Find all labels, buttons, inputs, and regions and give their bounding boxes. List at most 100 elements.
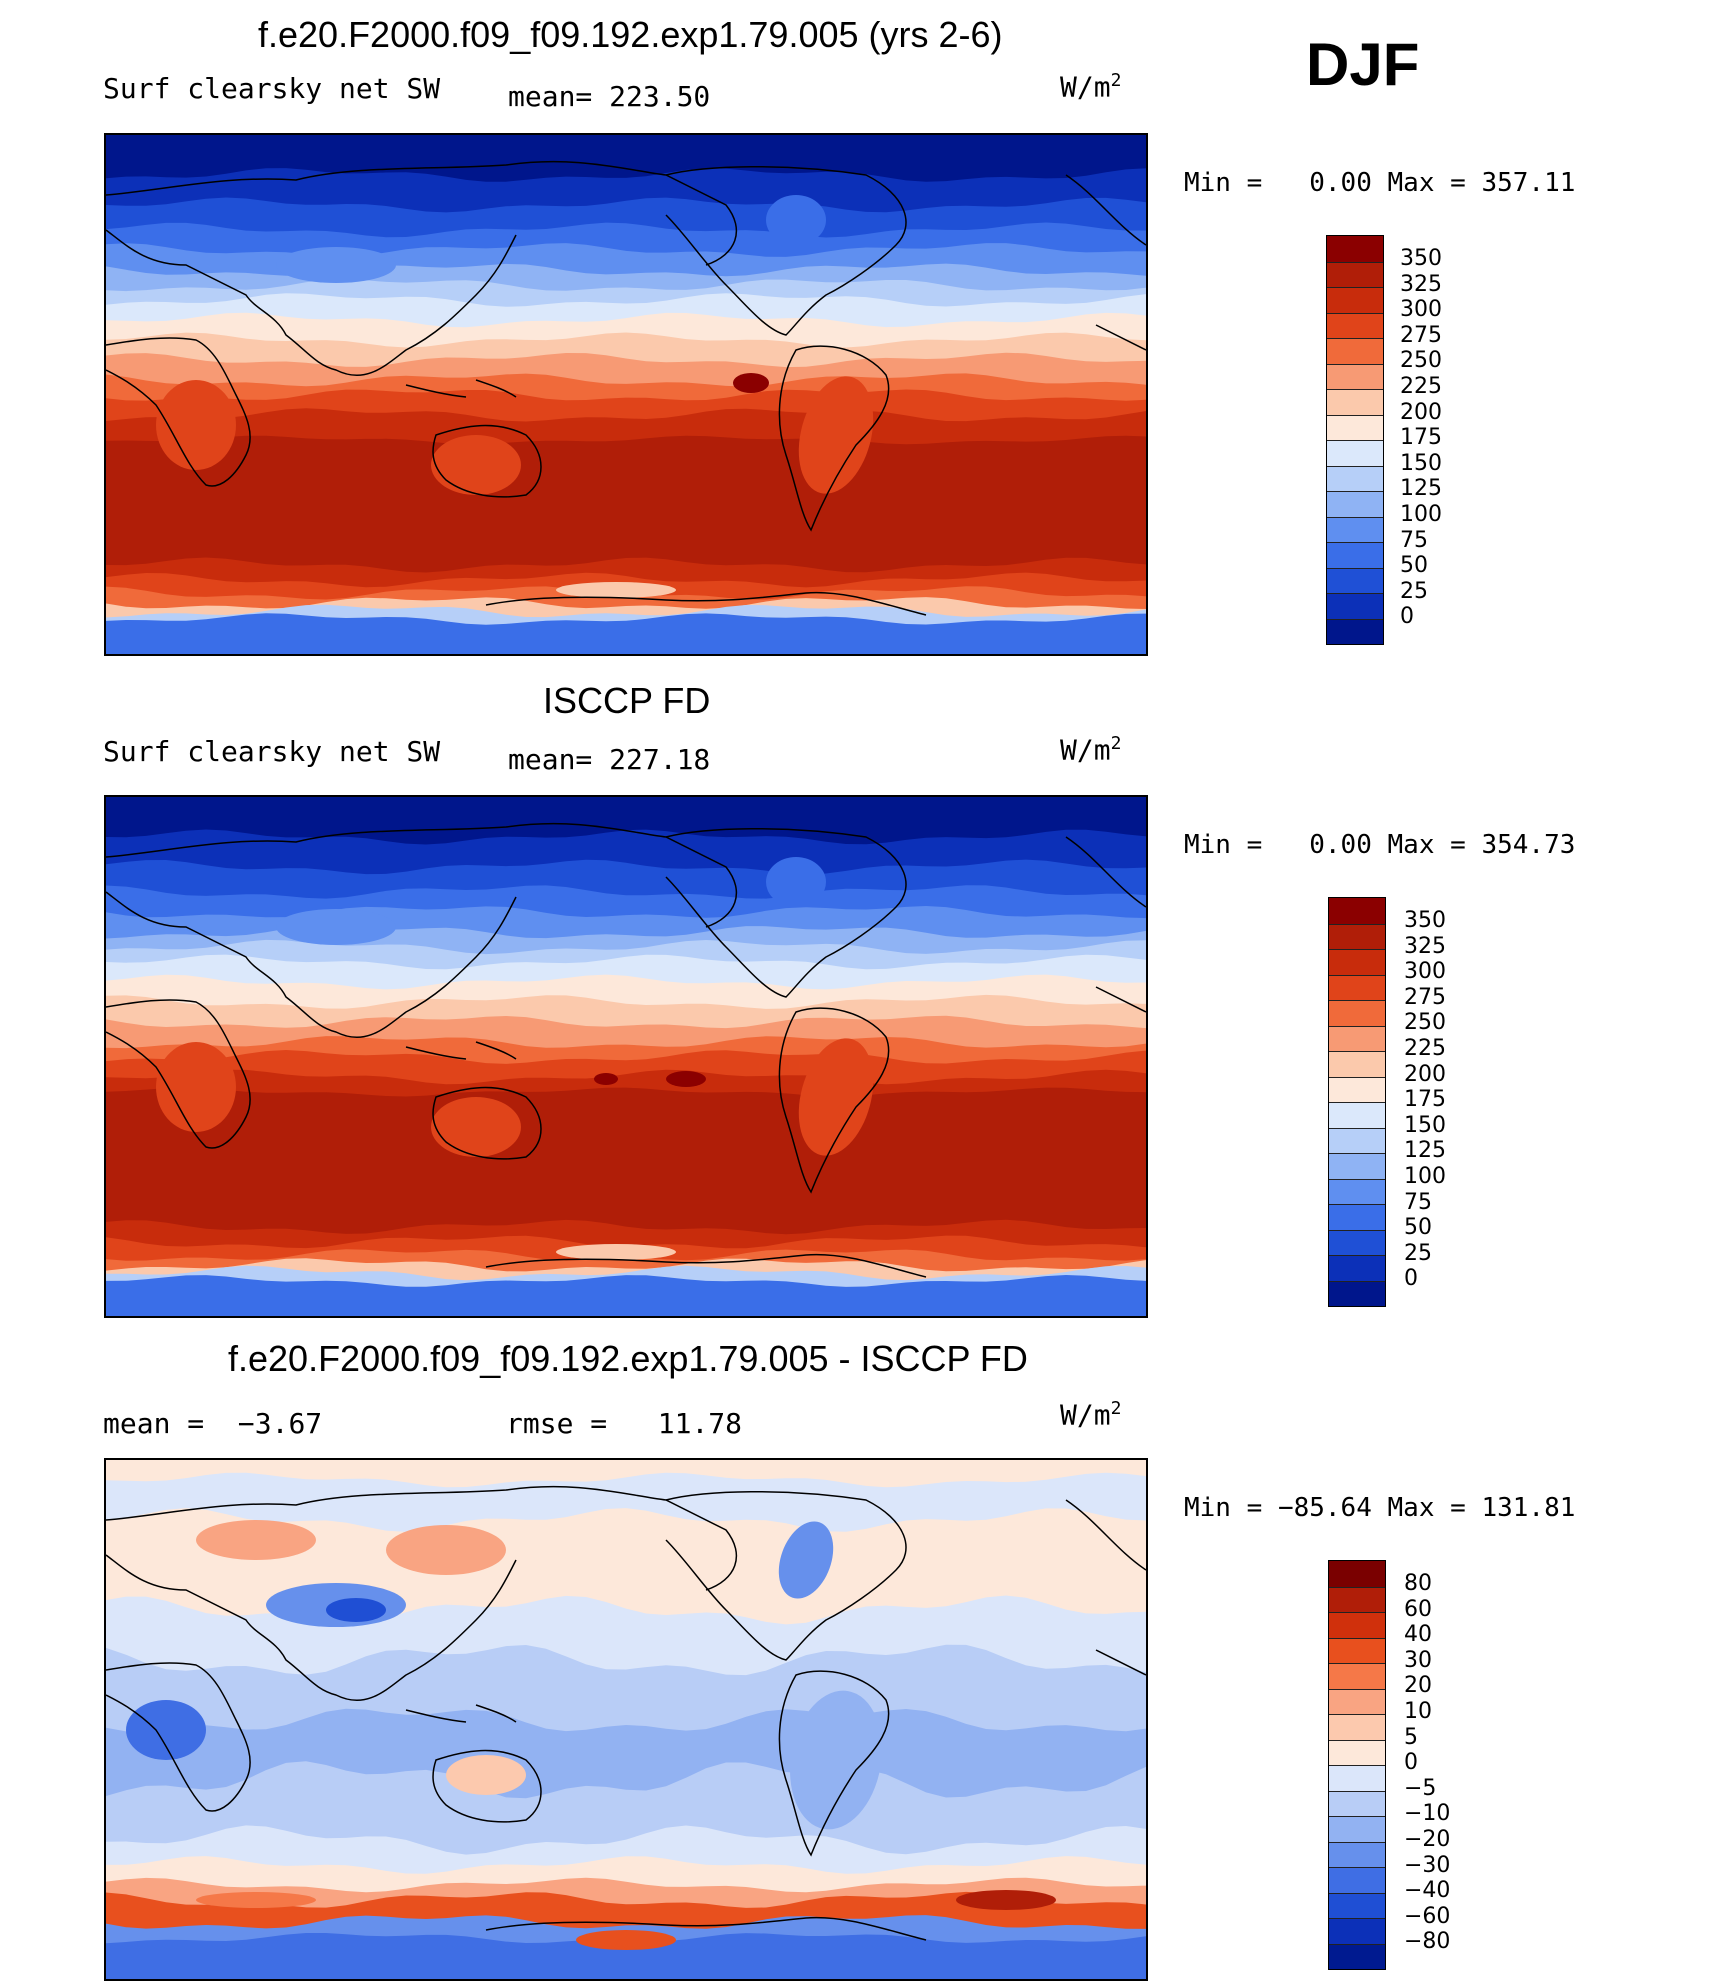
colorbar-tick-label: 40 xyxy=(1404,1622,1432,1648)
colorbar-tick-label: 325 xyxy=(1400,271,1442,297)
colorbar-swatch xyxy=(1329,1076,1385,1102)
colorbar-swatch xyxy=(1329,1637,1385,1663)
panel1-mean: mean= 223.50 xyxy=(508,80,711,113)
colorbar-tick-label: 325 xyxy=(1404,933,1446,959)
colorbar-swatch xyxy=(1327,312,1383,338)
colorbar-swatch xyxy=(1327,465,1383,491)
panel3-rmse: rmse = 11.78 xyxy=(506,1407,743,1440)
colorbar-tick-label: 100 xyxy=(1404,1164,1446,1189)
colorbar-swatch xyxy=(1327,389,1383,415)
panel2-units: W/m2 xyxy=(1060,733,1122,767)
colorbar-swatch xyxy=(1329,1280,1385,1306)
season-label: DJF xyxy=(1306,31,1420,98)
panel2-minmax: Min = 0.00 Max = 354.73 xyxy=(1184,830,1576,860)
colorbar-tick-label: 0 xyxy=(1404,1750,1418,1776)
colorbar-swatch xyxy=(1329,1739,1385,1765)
colorbar-tick-label: 0 xyxy=(1404,1266,1418,1292)
colorbar-swatch xyxy=(1329,1561,1385,1587)
panel1-title: f.e20.F2000.f09_f09.192.exp1.79.005 (yrs… xyxy=(258,14,1003,55)
colorbar-tick-label: −10 xyxy=(1404,1801,1451,1827)
colorbar-swatch xyxy=(1329,1892,1385,1918)
colorbar-swatch xyxy=(1329,1714,1385,1740)
colorbar-swatch xyxy=(1329,1051,1385,1077)
panel1-map-field xyxy=(106,135,1146,654)
colorbar-tick-label: 125 xyxy=(1400,476,1442,502)
colorbar-swatch xyxy=(1327,516,1383,542)
colorbar-tick-label: −80 xyxy=(1404,1929,1451,1955)
colorbar-swatch xyxy=(1329,949,1385,975)
panel3-minmax: Min = −85.64 Max = 131.81 xyxy=(1184,1493,1576,1523)
colorbar-tick-label: −20 xyxy=(1404,1827,1451,1852)
panel3-map xyxy=(104,1458,1148,1981)
colorbar-swatch xyxy=(1329,1765,1385,1791)
colorbar-swatch xyxy=(1329,1688,1385,1714)
colorbar-swatch xyxy=(1329,1943,1385,1969)
panel2-variable: Surf clearsky net SW xyxy=(103,735,441,768)
colorbar-swatch xyxy=(1329,1127,1385,1153)
colorbar-tick-label: 75 xyxy=(1404,1189,1432,1215)
colorbar-tick-label: 300 xyxy=(1404,959,1446,985)
colorbar-tick-label: 200 xyxy=(1404,1061,1446,1087)
colorbar-tick-label: 0 xyxy=(1400,604,1414,630)
colorbar-tick-label: 175 xyxy=(1400,425,1442,451)
colorbar-tick-label: 30 xyxy=(1404,1647,1432,1673)
colorbar-tick-label: 250 xyxy=(1404,1010,1446,1036)
colorbar-swatch xyxy=(1329,1025,1385,1051)
colorbar-tick-label: −40 xyxy=(1404,1878,1451,1904)
colorbar-swatch xyxy=(1327,618,1383,644)
colorbar-tick-label: 225 xyxy=(1404,1036,1446,1061)
colorbar-swatch xyxy=(1327,440,1383,466)
colorbar-swatch xyxy=(1329,1663,1385,1689)
colorbar-swatch xyxy=(1327,261,1383,287)
panel3-title: f.e20.F2000.f09_f09.192.exp1.79.005 - IS… xyxy=(228,1338,1028,1379)
colorbar-tick-label: 50 xyxy=(1404,1215,1432,1241)
colorbar-tick-label: 300 xyxy=(1400,297,1442,323)
colorbar-swatch xyxy=(1329,1790,1385,1816)
colorbar-tick-label: 175 xyxy=(1404,1087,1446,1113)
colorbar-swatch xyxy=(1329,1229,1385,1255)
panel2-mean: mean= 227.18 xyxy=(508,743,711,776)
panel3-units: W/m2 xyxy=(1060,1398,1122,1432)
colorbar-tick-label: 75 xyxy=(1400,527,1428,553)
colorbar-swatch xyxy=(1329,1102,1385,1128)
colorbar-tick-label: 250 xyxy=(1400,348,1442,374)
colorbar-tick-label: 225 xyxy=(1400,374,1442,399)
colorbar-swatch xyxy=(1329,1612,1385,1638)
colorbar-tick-label: 350 xyxy=(1400,246,1442,271)
colorbar-swatch xyxy=(1327,567,1383,593)
colorbar-tick-label: −30 xyxy=(1404,1852,1451,1878)
colorbar-tick-label: 10 xyxy=(1404,1699,1432,1724)
panel2-title: ISCCP FD xyxy=(543,680,711,721)
panel1-colorbar xyxy=(1326,235,1384,645)
colorbar-tick-label: 60 xyxy=(1404,1596,1432,1622)
colorbar-tick-label: 200 xyxy=(1400,399,1442,425)
colorbar-tick-label: 150 xyxy=(1404,1112,1446,1138)
colorbar-swatch xyxy=(1329,1867,1385,1893)
colorbar-tick-label: 50 xyxy=(1400,553,1428,579)
colorbar-swatch xyxy=(1327,593,1383,619)
colorbar-tick-label: 25 xyxy=(1404,1240,1432,1266)
colorbar-tick-label: 125 xyxy=(1404,1138,1446,1164)
panel2-map xyxy=(104,795,1148,1318)
panel1-units: W/m2 xyxy=(1060,70,1122,104)
colorbar-swatch xyxy=(1329,974,1385,1000)
colorbar-swatch xyxy=(1327,236,1383,262)
panel3-mean: mean = −3.67 xyxy=(103,1407,323,1440)
colorbar-swatch xyxy=(1329,898,1385,924)
colorbar-swatch xyxy=(1329,923,1385,949)
colorbar-swatch xyxy=(1329,1255,1385,1281)
colorbar-swatch xyxy=(1329,1816,1385,1842)
colorbar-swatch xyxy=(1329,1586,1385,1612)
colorbar-tick-label: 275 xyxy=(1400,322,1442,348)
colorbar-tick-label: 25 xyxy=(1400,578,1428,604)
colorbar-swatch xyxy=(1329,1841,1385,1867)
colorbar-tick-label: 20 xyxy=(1404,1673,1432,1699)
colorbar-tick-label: 350 xyxy=(1404,908,1446,933)
colorbar-swatch xyxy=(1327,542,1383,568)
colorbar-tick-label: 100 xyxy=(1400,502,1442,527)
colorbar-swatch xyxy=(1329,1153,1385,1179)
colorbar-tick-label: 150 xyxy=(1400,450,1442,476)
panel1-map xyxy=(104,133,1148,656)
colorbar-swatch xyxy=(1327,491,1383,517)
panel2-colorbar xyxy=(1328,897,1386,1307)
